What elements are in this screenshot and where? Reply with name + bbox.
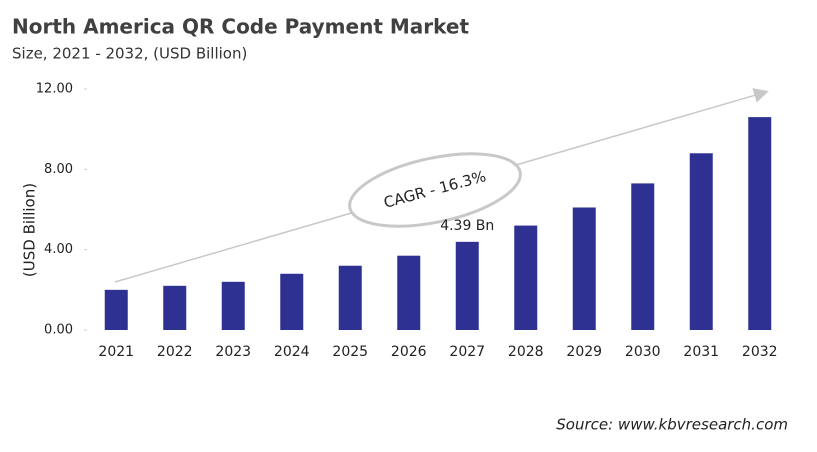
bar <box>572 207 596 330</box>
bar <box>221 281 245 330</box>
x-tick-label: 2023 <box>215 344 251 360</box>
x-tick-label: 2031 <box>683 344 719 360</box>
y-tick-label: 0.00 <box>44 323 73 338</box>
source: Source: www.kbvresearch.com <box>556 416 788 434</box>
x-tick-label: 2024 <box>274 344 310 360</box>
x-tick-label: 2022 <box>157 344 193 360</box>
x-tick-label: 2021 <box>98 344 134 360</box>
bar <box>338 265 362 330</box>
y-tick-label: 8.00 <box>44 162 73 177</box>
chart-subtitle: Size, 2021 - 2032, (USD Billion) <box>12 45 247 63</box>
x-tick-label: 2030 <box>625 344 661 360</box>
y-axis-label: (USD Billion) <box>21 183 39 277</box>
cagr-ellipse <box>348 152 522 228</box>
x-tick-label: 2026 <box>391 344 427 360</box>
x-tick-label: 2028 <box>508 344 544 360</box>
chart-title: North America QR Code Payment Market <box>12 15 469 39</box>
x-tick-label: 2025 <box>332 344 368 360</box>
bar <box>455 241 479 330</box>
x-tick-label: 2027 <box>449 344 485 360</box>
x-tick-label: 2029 <box>566 344 602 360</box>
bar <box>397 255 421 330</box>
bar <box>514 225 538 330</box>
y-tick-label: 4.00 <box>44 242 73 257</box>
bar <box>689 153 713 330</box>
bar <box>280 273 304 330</box>
bar <box>163 285 187 330</box>
x-tick-label: 2032 <box>742 344 778 360</box>
y-tick-label: 12.00 <box>36 82 73 97</box>
bar <box>104 289 128 330</box>
bar <box>631 183 655 330</box>
bar <box>748 117 772 330</box>
data-label: 4.39 Bn <box>440 218 494 234</box>
